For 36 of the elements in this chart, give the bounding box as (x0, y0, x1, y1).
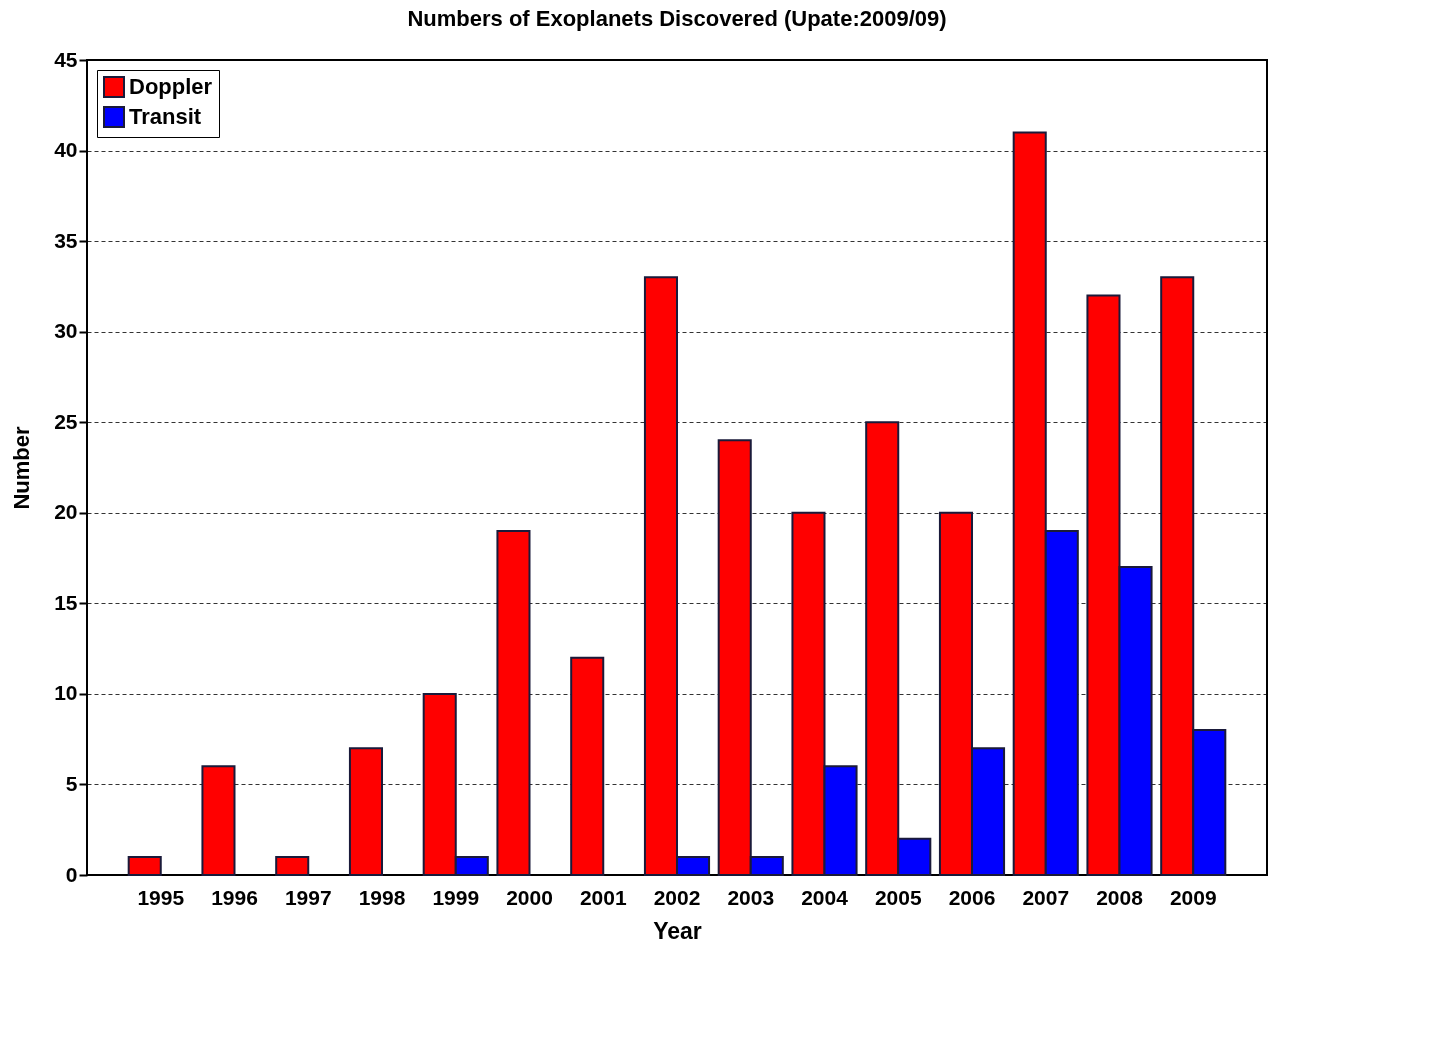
y-tick-label: 25 (54, 409, 78, 433)
legend-label: Doppler (129, 74, 213, 99)
x-tick-label: 1996 (211, 885, 258, 909)
y-tick-label: 5 (65, 771, 78, 795)
y-tick-label: 30 (54, 319, 78, 343)
x-tick-label: 1998 (358, 885, 406, 909)
x-tick-label: 2006 (948, 885, 996, 909)
bar (496, 529, 531, 876)
x-tick-label: 2001 (579, 885, 627, 909)
chart-title: Numbers of Exoplanets Discovered (Upate:2009/09) (407, 6, 947, 31)
x-tick-label: 2000 (506, 885, 553, 909)
x-tick-label: 2008 (1096, 885, 1144, 909)
x-tick-label: 2005 (874, 885, 922, 909)
y-axis-title: Number (9, 426, 35, 510)
bar (201, 765, 236, 876)
y-tick-label: 35 (54, 228, 78, 252)
x-tick-label: 2004 (801, 885, 849, 909)
y-tick-label: 0 (65, 862, 78, 886)
y-tick-label: 20 (54, 500, 78, 524)
x-tick-label: 2007 (1022, 885, 1070, 909)
bar (275, 855, 310, 876)
y-tick-label: 40 (54, 138, 78, 162)
y-tick-label: 45 (54, 47, 78, 71)
x-axis-title: Year (653, 917, 702, 944)
y-tick-label: 10 (54, 681, 78, 705)
x-tick-label: 2009 (1169, 885, 1217, 909)
bar (348, 747, 383, 876)
x-tick-label: 1995 (137, 885, 185, 909)
bar (127, 855, 162, 876)
x-tick-label: 1997 (284, 885, 332, 909)
x-tick-label: 2003 (727, 885, 775, 909)
legend-label: Transit (129, 104, 202, 129)
x-tick-label: 2002 (653, 885, 701, 909)
bar (570, 656, 605, 876)
x-tick-label: 1999 (432, 885, 480, 909)
y-tick-label: 15 (54, 590, 78, 614)
